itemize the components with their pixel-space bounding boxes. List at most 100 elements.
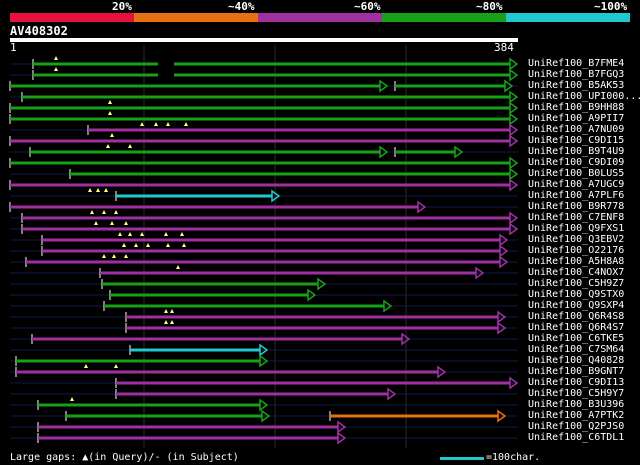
query-gap-marker [90, 210, 94, 214]
query-gap-marker [140, 232, 144, 236]
hit-end-arrow [509, 134, 519, 148]
query-start: 1 [10, 41, 17, 54]
hit-end-arrow [499, 255, 509, 269]
query-gap-marker [134, 243, 138, 247]
hit-end-arrow [509, 178, 519, 192]
query-gap-marker [184, 122, 188, 126]
hit-name[interactable]: UniRef100_B7FGQ3 [528, 69, 625, 80]
query-gap-marker [182, 243, 186, 247]
legend-bar-green [382, 13, 506, 22]
hit-name[interactable]: UniRef100_Q2PJS0 [528, 421, 625, 432]
hit-name[interactable]: UniRef100_A7UGC9 [528, 179, 625, 190]
hit-name[interactable]: UniRef100_C4NOX7 [528, 267, 625, 278]
hit-name[interactable]: UniRef100_B5AK53 [528, 80, 625, 91]
query-gap-marker [164, 232, 168, 236]
hit-name[interactable]: UniRef100_Q9STX0 [528, 289, 625, 300]
query-gap-marker [122, 243, 126, 247]
hit-name[interactable]: UniRef100_C9DI15 [528, 135, 625, 146]
query-gap-marker [166, 243, 170, 247]
query-ruler [10, 38, 518, 42]
query-gap-marker [166, 122, 170, 126]
hit-name[interactable]: UniRef100_A5H8A8 [528, 256, 625, 267]
hit-name[interactable]: UniRef100_C9DI09 [528, 157, 625, 168]
legend-bar-orange [134, 13, 258, 22]
query-gap-marker [124, 254, 128, 258]
hit-end-arrow [307, 288, 317, 302]
hit-name[interactable]: UniRef100_A7PTK2 [528, 410, 625, 421]
hit-name[interactable]: UniRef100_C7ENF8 [528, 212, 625, 223]
scale-label: =100char. [486, 452, 541, 463]
hit-end-arrow [259, 398, 269, 412]
scale-bar [440, 457, 484, 460]
hit-end-arrow [509, 101, 519, 115]
hit-name[interactable]: UniRef100_Q9SXP4 [528, 300, 625, 311]
query-gap-marker [146, 243, 150, 247]
hit-name[interactable]: UniRef100_Q40828 [528, 355, 625, 366]
hit-end-arrow [261, 409, 271, 423]
hit-name[interactable]: UniRef100_A7PLF6 [528, 190, 625, 201]
legend-bar-purple [258, 13, 382, 22]
legend-label-100: ~100% [594, 0, 628, 13]
query-gap-marker [114, 364, 118, 368]
hit-name[interactable]: UniRef100_A9PII7 [528, 113, 625, 124]
hit-name[interactable]: UniRef100_O22176 [528, 245, 625, 256]
hit-name[interactable]: UniRef100_C7SM64 [528, 344, 625, 355]
query-id: AV408302 [10, 24, 68, 38]
hit-name[interactable]: UniRef100_B0LUS5 [528, 168, 625, 179]
hit-end-arrow [379, 145, 389, 159]
query-gap-marker [176, 265, 180, 269]
query-gap-marker [170, 320, 174, 324]
hit-end-arrow [509, 376, 519, 390]
hit-end-arrow [509, 90, 519, 104]
query-gap-marker [114, 210, 118, 214]
query-gap-marker [164, 320, 168, 324]
hit-end-arrow [509, 57, 519, 71]
query-gap-marker [54, 67, 58, 71]
hit-name[interactable]: UniRef100_B9HH88 [528, 102, 625, 113]
hit-end-arrow [509, 156, 519, 170]
hit-end-arrow [317, 277, 327, 291]
hit-name[interactable]: UniRef100_Q9FXS1 [528, 223, 625, 234]
query-gap-marker [70, 397, 74, 401]
query-gap-marker [96, 188, 100, 192]
hit-name[interactable]: UniRef100_B9GNT7 [528, 366, 625, 377]
hit-name[interactable]: UniRef100_B7FME4 [528, 58, 625, 69]
hit-name[interactable]: UniRef100_Q6R4S7 [528, 322, 625, 333]
legend-label-20: 20% [112, 0, 132, 13]
hit-end-arrow [401, 332, 411, 346]
hit-name[interactable]: UniRef100_UPI000... [528, 91, 640, 102]
hit-end-arrow [504, 79, 514, 93]
hit-end-arrow [497, 310, 507, 324]
hit-end-arrow [499, 233, 509, 247]
hit-end-arrow [437, 365, 447, 379]
hit-end-arrow [509, 222, 519, 236]
hit-name[interactable]: UniRef100_C5H9Z7 [528, 278, 625, 289]
hit-end-arrow [417, 200, 427, 214]
query-gap-marker [102, 210, 106, 214]
hit-name[interactable]: UniRef100_A7NU09 [528, 124, 625, 135]
hit-name[interactable]: UniRef100_Q6R4S8 [528, 311, 625, 322]
hit-end-arrow [509, 68, 519, 82]
hit-name[interactable]: UniRef100_B3U396 [528, 399, 625, 410]
subject-gap [158, 60, 174, 68]
query-gap-marker [106, 144, 110, 148]
legend-label-80: ~80% [476, 0, 503, 13]
query-gap-marker [108, 111, 112, 115]
hit-end-arrow [509, 112, 519, 126]
hit-name[interactable]: UniRef100_B9R778 [528, 201, 625, 212]
query-end: 384 [494, 41, 514, 54]
query-gap-marker [180, 232, 184, 236]
gap-legend: Large gaps: ▲(in Query)/- (in Subject) [10, 452, 239, 463]
query-gap-marker [128, 144, 132, 148]
query-gap-marker [54, 56, 58, 60]
hit-name[interactable]: UniRef100_Q3EBV2 [528, 234, 625, 245]
hit-name[interactable]: UniRef100_C6TKE5 [528, 333, 625, 344]
hit-end-arrow [509, 167, 519, 181]
hit-name[interactable]: UniRef100_C9DI13 [528, 377, 625, 388]
hit-name[interactable]: UniRef100_C6TDL1 [528, 432, 625, 443]
hit-end-arrow [499, 244, 509, 258]
hit-name[interactable]: UniRef100_C5H9Y7 [528, 388, 625, 399]
hit-end-arrow [259, 343, 269, 357]
hit-name[interactable]: UniRef100_B9T4U9 [528, 146, 625, 157]
